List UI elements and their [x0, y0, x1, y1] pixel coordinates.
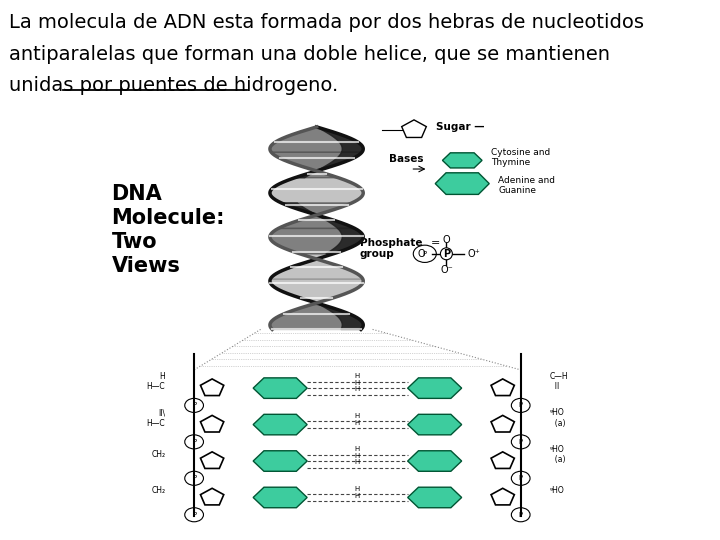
Polygon shape: [270, 305, 363, 329]
Text: P: P: [518, 475, 523, 481]
Polygon shape: [279, 203, 355, 228]
Polygon shape: [270, 279, 363, 305]
Text: P: P: [518, 512, 523, 518]
Polygon shape: [408, 378, 462, 399]
Polygon shape: [270, 127, 363, 152]
Polygon shape: [491, 488, 514, 505]
Polygon shape: [270, 228, 363, 254]
Text: La molecula de ADN esta formada por dos hebras de nucleotidos: La molecula de ADN esta formada por dos …: [9, 14, 644, 32]
Text: ᵍHO
  (a): ᵍHO (a): [549, 408, 565, 428]
Polygon shape: [320, 305, 363, 329]
Polygon shape: [491, 415, 514, 432]
Polygon shape: [408, 414, 462, 435]
Polygon shape: [253, 378, 307, 399]
Text: ᵍHO
  (a): ᵍHO (a): [549, 445, 565, 464]
Polygon shape: [435, 173, 490, 194]
Polygon shape: [253, 487, 307, 508]
Polygon shape: [491, 379, 514, 396]
Text: H: H: [355, 380, 360, 386]
Polygon shape: [442, 153, 482, 168]
Text: O: O: [418, 249, 425, 259]
Text: CH₂: CH₂: [151, 487, 166, 496]
Polygon shape: [408, 487, 462, 508]
Text: H: H: [355, 492, 360, 498]
Text: H: H: [355, 420, 360, 426]
Polygon shape: [200, 488, 224, 505]
Polygon shape: [491, 452, 514, 469]
Text: H: H: [355, 413, 360, 419]
Text: CH₂: CH₂: [151, 450, 166, 459]
Text: H: H: [355, 447, 360, 453]
Polygon shape: [408, 451, 462, 471]
Polygon shape: [326, 228, 363, 254]
Text: H: H: [355, 460, 360, 465]
Text: unidas por puentes de hidrogeno.: unidas por puentes de hidrogeno.: [9, 76, 338, 95]
Text: H: H: [355, 486, 360, 492]
Text: H: H: [355, 374, 360, 380]
Polygon shape: [270, 178, 363, 203]
Polygon shape: [295, 152, 362, 178]
Text: P: P: [423, 251, 427, 257]
Text: H: H: [355, 387, 360, 393]
Text: O⁻: O⁻: [440, 265, 453, 275]
Text: P: P: [192, 402, 196, 408]
Polygon shape: [270, 254, 363, 279]
Text: C—H
  II: C—H II: [549, 372, 568, 391]
Text: Bases: Bases: [389, 154, 423, 164]
Polygon shape: [200, 452, 224, 469]
Text: P: P: [518, 402, 523, 408]
Text: P: P: [192, 512, 196, 518]
Polygon shape: [253, 451, 307, 471]
Polygon shape: [402, 120, 426, 138]
Polygon shape: [317, 127, 363, 152]
Text: P: P: [192, 439, 196, 445]
Polygon shape: [271, 152, 362, 178]
Polygon shape: [200, 379, 224, 396]
Polygon shape: [200, 415, 224, 432]
Text: H
H—C: H H—C: [147, 372, 166, 391]
Text: Cytosine and
Thymine: Cytosine and Thymine: [491, 148, 550, 167]
Polygon shape: [282, 203, 355, 228]
Text: Phosphate
group: Phosphate group: [360, 238, 423, 259]
Text: Adenine and
Guanine: Adenine and Guanine: [498, 176, 555, 195]
Text: P: P: [443, 249, 450, 259]
Polygon shape: [253, 414, 307, 435]
Text: P: P: [192, 475, 196, 481]
Text: H: H: [355, 453, 360, 459]
Text: O⁺: O⁺: [467, 249, 480, 259]
Text: =: =: [431, 238, 441, 248]
Text: Sugar —: Sugar —: [436, 122, 484, 132]
Text: DNA
Molecule:
Two
Views: DNA Molecule: Two Views: [112, 184, 225, 275]
Text: O: O: [443, 235, 450, 245]
Text: II\
H—C: II\ H—C: [147, 408, 166, 428]
Text: antiparalelas que forman una doble helice, que se mantienen: antiparalelas que forman una doble helic…: [9, 45, 610, 64]
Text: ᵍHO: ᵍHO: [549, 487, 564, 496]
Text: P: P: [518, 439, 523, 445]
